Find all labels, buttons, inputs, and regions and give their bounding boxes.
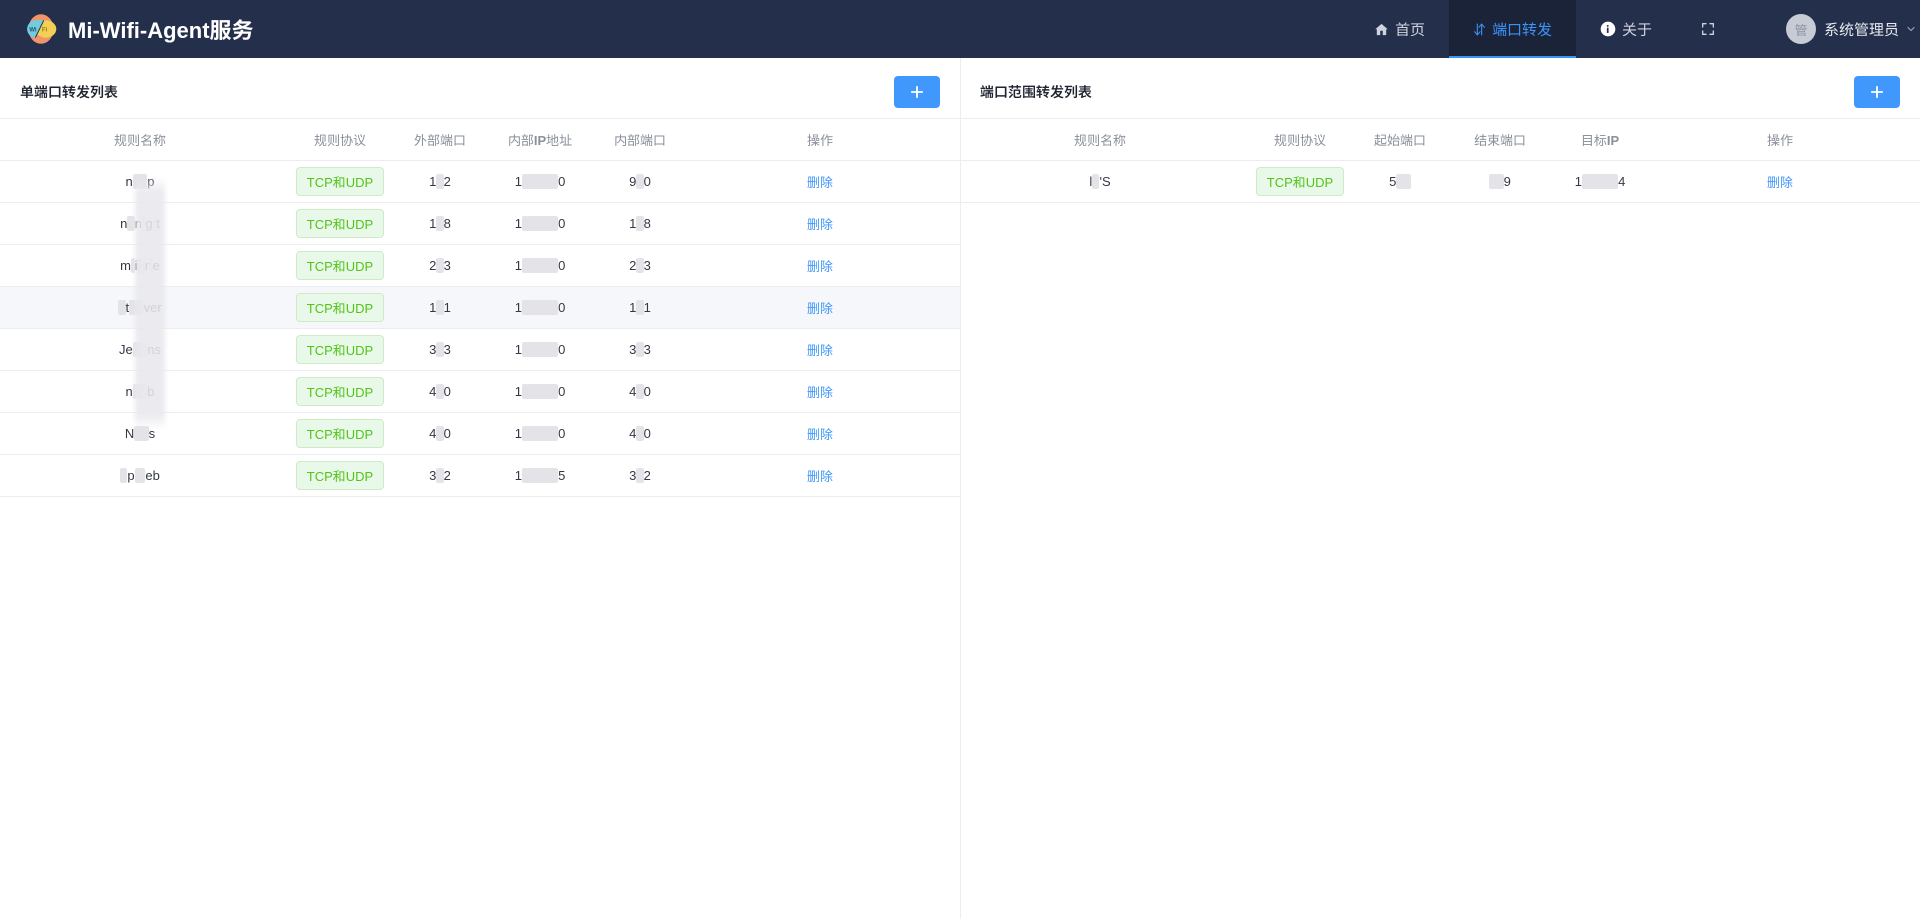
svg-text:Fi: Fi — [42, 27, 48, 34]
svg-text:Wi: Wi — [29, 27, 37, 34]
